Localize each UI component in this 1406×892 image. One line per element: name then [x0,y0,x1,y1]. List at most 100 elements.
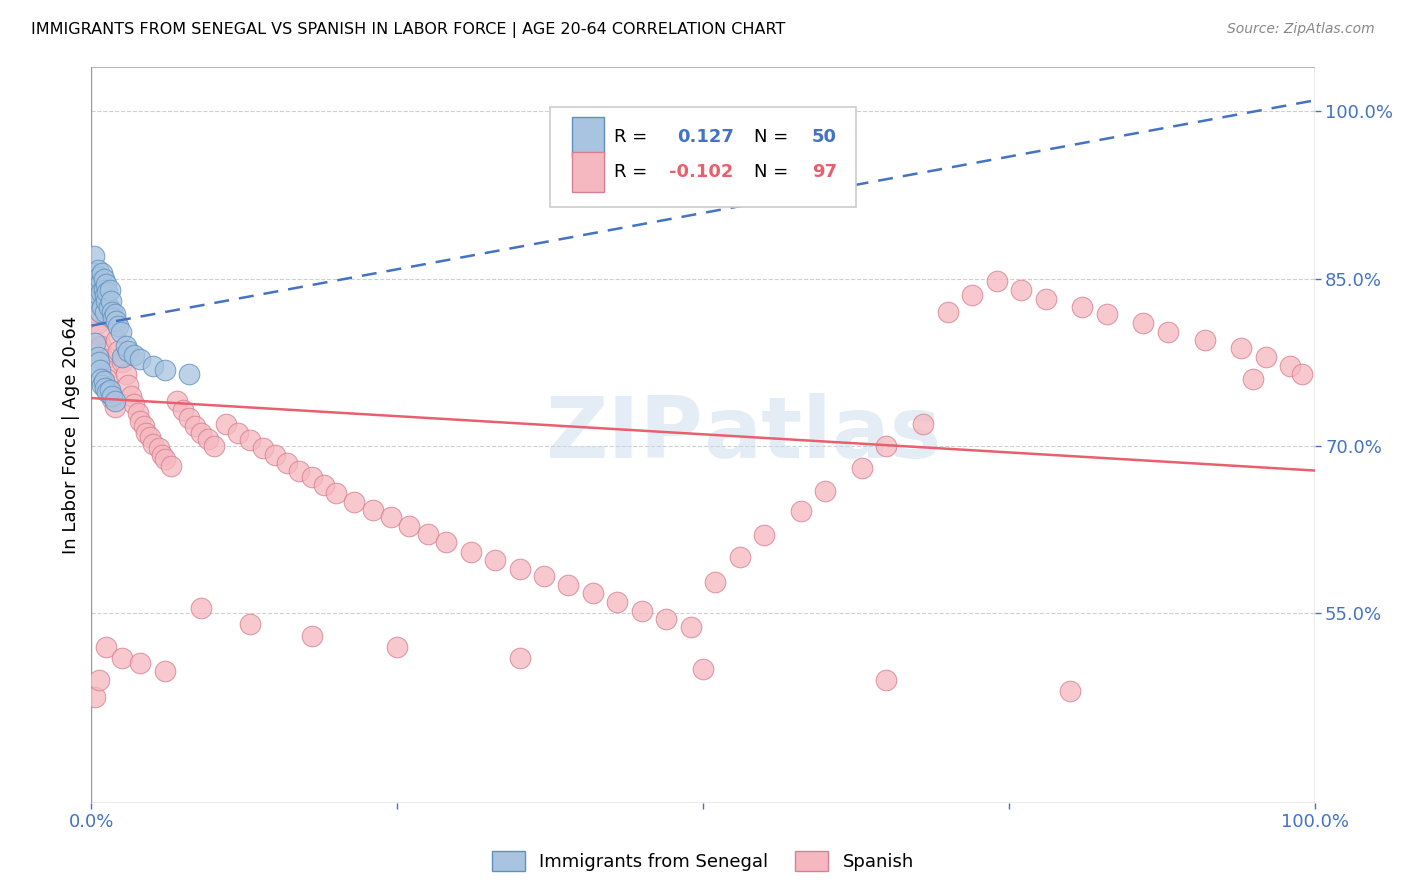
Point [86,262,108,277]
Y-axis label: In Labor Force | Age 20-64: In Labor Force | Age 20-64 [62,316,80,554]
Point [557,578,579,592]
Point [129,351,152,366]
Point [754,528,776,542]
Point [226,425,249,440]
Point [533,569,555,583]
Point [141,436,163,450]
Point [86,316,108,330]
Point [129,657,152,671]
Point [814,483,837,498]
Point [606,595,628,609]
Point [122,347,145,362]
Point [93,351,115,366]
Point [84,293,107,308]
Point [1132,316,1154,330]
Point [172,403,194,417]
Point [91,266,114,280]
Point [117,377,139,392]
Point [1010,283,1032,297]
Point [84,266,107,280]
Point [1095,307,1118,321]
Point [98,283,121,297]
Point [96,385,118,400]
Point [190,600,212,615]
Point [288,463,311,477]
Point [655,612,678,626]
Point [91,300,114,314]
Point [89,363,111,377]
Point [101,389,124,403]
Point [875,439,898,453]
Point [83,249,105,264]
Text: Source: ZipAtlas.com: Source: ZipAtlas.com [1227,22,1375,37]
Point [197,432,219,446]
Point [104,394,127,409]
Point [91,377,114,392]
Point [416,527,439,541]
Point [94,381,117,395]
Point [679,619,702,633]
Point [215,417,238,431]
Point [129,414,152,429]
Point [1035,292,1057,306]
Point [166,394,188,409]
Point [1230,341,1253,355]
Text: 97: 97 [811,163,837,181]
Point [87,288,110,302]
Point [264,448,287,462]
Point [94,640,117,654]
Point [111,651,134,665]
Point [312,478,335,492]
Point [153,452,176,467]
Point [89,305,111,319]
Point [104,400,127,414]
Point [87,327,110,342]
Text: ZIP: ZIP [546,393,703,476]
Point [86,350,108,364]
Point [361,502,384,516]
FancyBboxPatch shape [572,117,605,157]
Point [460,545,482,559]
Point [301,628,323,642]
Point [252,442,274,455]
Point [1254,350,1277,364]
Point [110,325,132,339]
Point [107,318,129,333]
Point [96,285,118,300]
Point [135,425,157,440]
FancyBboxPatch shape [550,107,856,207]
Point [385,640,409,654]
Point [301,470,323,484]
Point [1157,325,1180,339]
Point [153,363,176,377]
Legend: Immigrants from Senegal, Spanish: Immigrants from Senegal, Spanish [485,844,921,879]
Point [184,418,207,433]
Point [343,494,366,508]
Point [117,344,139,359]
Point [509,562,531,576]
Text: N =: N = [755,128,789,145]
Point [141,359,163,373]
Point [380,510,402,524]
Point [94,277,117,292]
Point [89,277,111,292]
Point [90,285,112,300]
Point [94,293,117,308]
Point [84,283,107,297]
Point [960,288,983,302]
Point [986,274,1008,288]
Point [239,434,262,448]
Point [728,550,751,565]
Point [190,425,212,440]
Text: 0.127: 0.127 [678,128,734,145]
Point [276,456,298,470]
FancyBboxPatch shape [572,152,605,193]
Point [1279,359,1302,373]
Point [101,305,124,319]
Point [114,338,136,352]
Point [120,389,142,403]
Point [94,305,117,319]
Point [790,503,813,517]
Text: R =: R = [613,163,647,181]
Point [111,355,134,369]
